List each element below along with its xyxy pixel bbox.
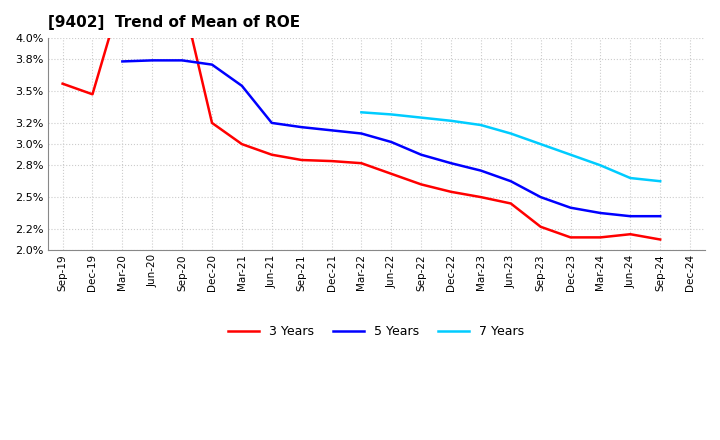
7 Years <box>506 131 515 136</box>
3 Years <box>566 235 575 240</box>
Legend: 3 Years, 5 Years, 7 Years: 3 Years, 5 Years, 7 Years <box>223 320 530 343</box>
5 Years <box>477 168 485 173</box>
3 Years <box>238 142 246 147</box>
3 Years <box>656 237 665 242</box>
3 Years <box>477 194 485 200</box>
3 Years <box>536 224 545 229</box>
3 Years <box>357 161 366 166</box>
5 Years <box>357 131 366 136</box>
3 Years <box>58 81 67 86</box>
3 Years <box>387 171 395 176</box>
Line: 5 Years: 5 Years <box>122 60 660 216</box>
5 Years <box>596 210 605 216</box>
7 Years <box>626 176 634 181</box>
5 Years <box>118 59 127 64</box>
7 Years <box>566 152 575 158</box>
3 Years <box>88 92 96 97</box>
5 Years <box>417 152 426 158</box>
3 Years <box>297 158 306 163</box>
Line: 3 Years: 3 Years <box>63 0 660 239</box>
7 Years <box>446 118 455 124</box>
5 Years <box>446 161 455 166</box>
5 Years <box>566 205 575 210</box>
5 Years <box>506 179 515 184</box>
5 Years <box>387 139 395 145</box>
3 Years <box>207 120 216 125</box>
5 Years <box>148 58 156 63</box>
7 Years <box>536 142 545 147</box>
Text: [9402]  Trend of Mean of ROE: [9402] Trend of Mean of ROE <box>48 15 300 30</box>
5 Years <box>327 128 336 133</box>
3 Years <box>327 158 336 164</box>
5 Years <box>267 120 276 125</box>
7 Years <box>477 122 485 128</box>
7 Years <box>387 112 395 117</box>
5 Years <box>207 62 216 67</box>
7 Years <box>656 179 665 184</box>
5 Years <box>626 213 634 219</box>
3 Years <box>446 189 455 194</box>
Line: 7 Years: 7 Years <box>361 112 660 181</box>
7 Years <box>357 110 366 115</box>
5 Years <box>297 125 306 130</box>
3 Years <box>596 235 605 240</box>
3 Years <box>626 231 634 237</box>
5 Years <box>656 213 665 219</box>
3 Years <box>417 182 426 187</box>
5 Years <box>238 83 246 88</box>
5 Years <box>536 194 545 200</box>
3 Years <box>506 201 515 206</box>
7 Years <box>417 115 426 120</box>
5 Years <box>178 58 186 63</box>
7 Years <box>596 163 605 168</box>
3 Years <box>267 152 276 158</box>
